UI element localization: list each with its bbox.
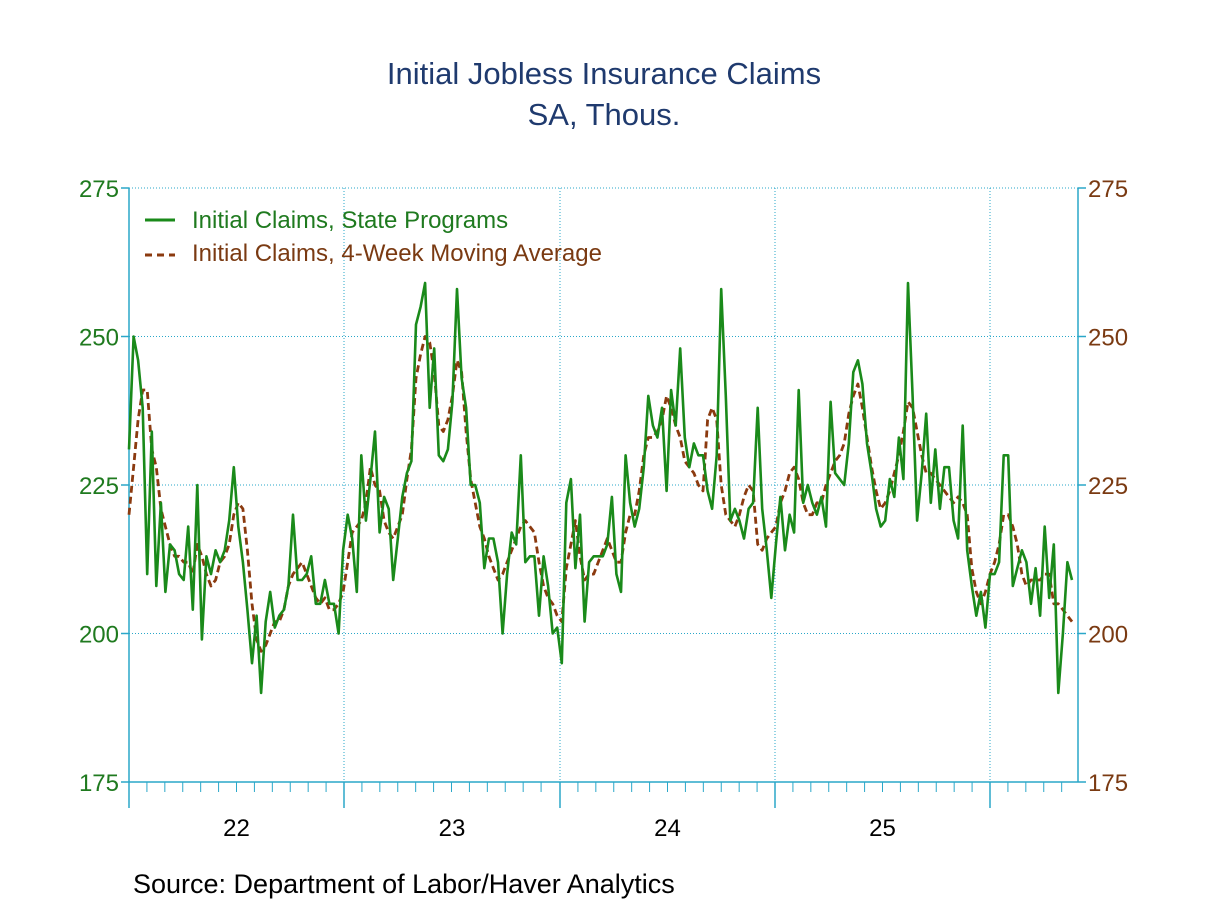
axes: 175 175 200 200 225 225 250 250 275 275 22 23 24 25 (79, 176, 1128, 842)
chart-title: Initial Jobless Insurance Claims (387, 56, 821, 91)
y-tick-label-left: 200 (79, 622, 119, 649)
grid (128, 187, 1079, 783)
y-tick-label-left: 275 (79, 176, 119, 203)
y-tick-label-right: 250 (1088, 325, 1128, 352)
y-tick-label-right: 200 (1088, 622, 1128, 649)
y-tick-label-right: 175 (1088, 770, 1128, 797)
chart-subtitle: SA, Thous. (528, 97, 681, 132)
y-tick-label-right: 275 (1088, 176, 1128, 203)
x-tick-label: 22 (223, 815, 250, 842)
x-tick-label: 23 (439, 815, 466, 842)
legend: Initial Claims, State Programs Initial C… (145, 207, 602, 267)
x-tick-label: 24 (654, 815, 681, 842)
legend-label-claims: Initial Claims, State Programs (192, 207, 508, 234)
y-tick-label-left: 175 (79, 770, 119, 797)
legend-label-average: Initial Claims, 4-Week Moving Average (192, 240, 602, 267)
y-tick-label-right: 225 (1088, 473, 1128, 500)
series-line-claims (127, 281, 1074, 695)
y-tick-label-left: 250 (79, 325, 119, 352)
x-tick-label: 25 (869, 815, 896, 842)
y-tick-label-left: 225 (79, 473, 119, 500)
plot-area (127, 281, 1074, 695)
source-note: Source: Department of Labor/Haver Analyt… (133, 869, 675, 899)
